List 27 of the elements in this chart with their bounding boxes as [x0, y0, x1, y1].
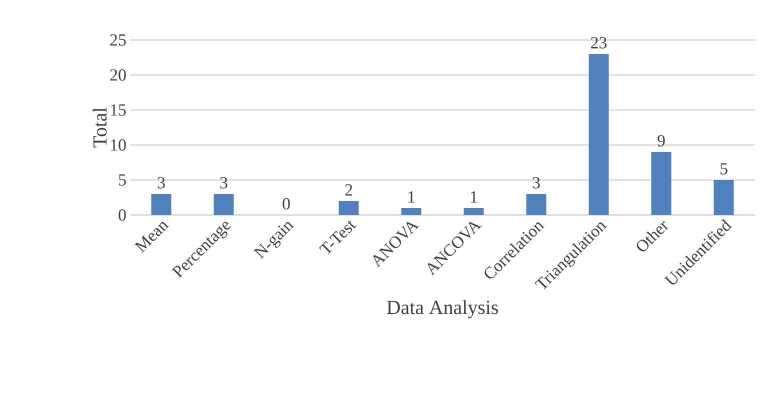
x-axis-title: Data Analysis [386, 300, 498, 318]
data-label: 23 [591, 37, 607, 48]
data-label: 1 [471, 191, 477, 202]
bar [401, 208, 422, 215]
bar [214, 194, 234, 215]
data-label: 3 [220, 177, 228, 188]
y-tick-label: 10 [111, 139, 126, 151]
y-tick-label: 25 [110, 34, 126, 46]
y-tick-label: 5 [119, 174, 126, 186]
bar [151, 194, 172, 215]
bar [714, 180, 734, 215]
bar [338, 201, 359, 215]
data-label: 9 [658, 135, 665, 146]
data-label: 5 [720, 163, 728, 174]
data-label: 3 [158, 177, 165, 188]
y-axis-title: Total [92, 108, 107, 148]
data-label: 2 [345, 184, 352, 196]
bar [651, 152, 672, 215]
bar [464, 208, 484, 215]
data-label: 1 [408, 191, 414, 202]
y-tick-label: 20 [110, 69, 126, 81]
bar [526, 194, 546, 215]
data-label: 3 [532, 177, 540, 188]
data-label: 0 [282, 198, 290, 210]
y-tick-label: 15 [111, 104, 126, 116]
y-tick-label: 0 [118, 209, 126, 221]
bar [588, 54, 609, 215]
